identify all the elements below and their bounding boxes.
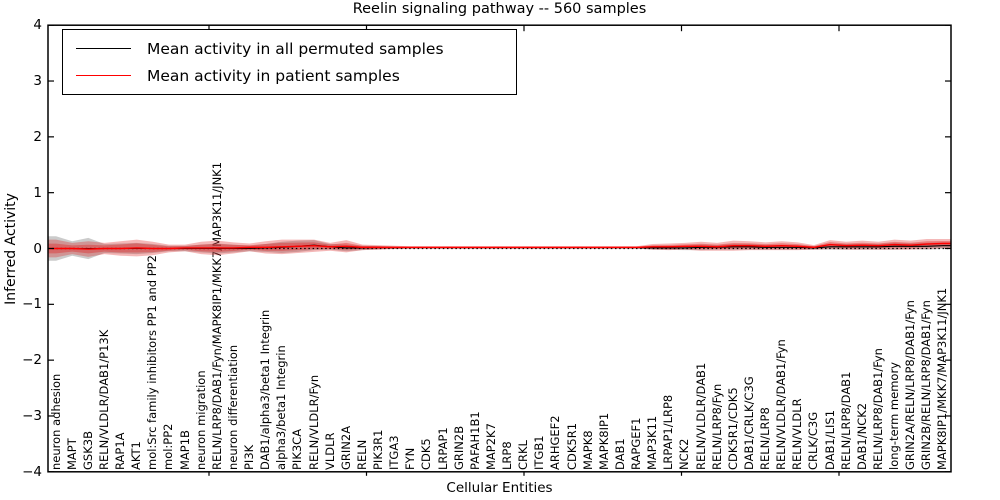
y-tick-label: 1: [33, 184, 42, 201]
y-tick-label: −3: [22, 407, 42, 424]
legend-label-patient: Mean activity in patient samples: [147, 66, 400, 85]
y-tick-label: 2: [33, 128, 42, 145]
y-tick-label: −2: [22, 352, 42, 369]
x-axis-label: Cellular Entities: [446, 480, 553, 496]
y-tick-label: 4: [33, 17, 42, 34]
mean-line: [48, 242, 951, 250]
legend-item-permuted: Mean activity in all permuted samples: [76, 35, 516, 62]
patient-line-swatch: [76, 75, 131, 76]
legend-label-permuted: Mean activity in all permuted samples: [147, 39, 444, 58]
y-tick-label: −4: [22, 463, 42, 480]
y-tick-label: 0: [33, 240, 42, 257]
y-tick-label: −1: [22, 296, 42, 313]
permuted-line-swatch: [76, 48, 131, 49]
chart-title: Reelin signaling pathway -- 560 samples: [352, 1, 647, 17]
legend: Mean activity in all permuted samples Me…: [62, 29, 517, 95]
legend-item-patient: Mean activity in patient samples: [76, 62, 516, 89]
y-tick-label: 3: [33, 73, 42, 90]
